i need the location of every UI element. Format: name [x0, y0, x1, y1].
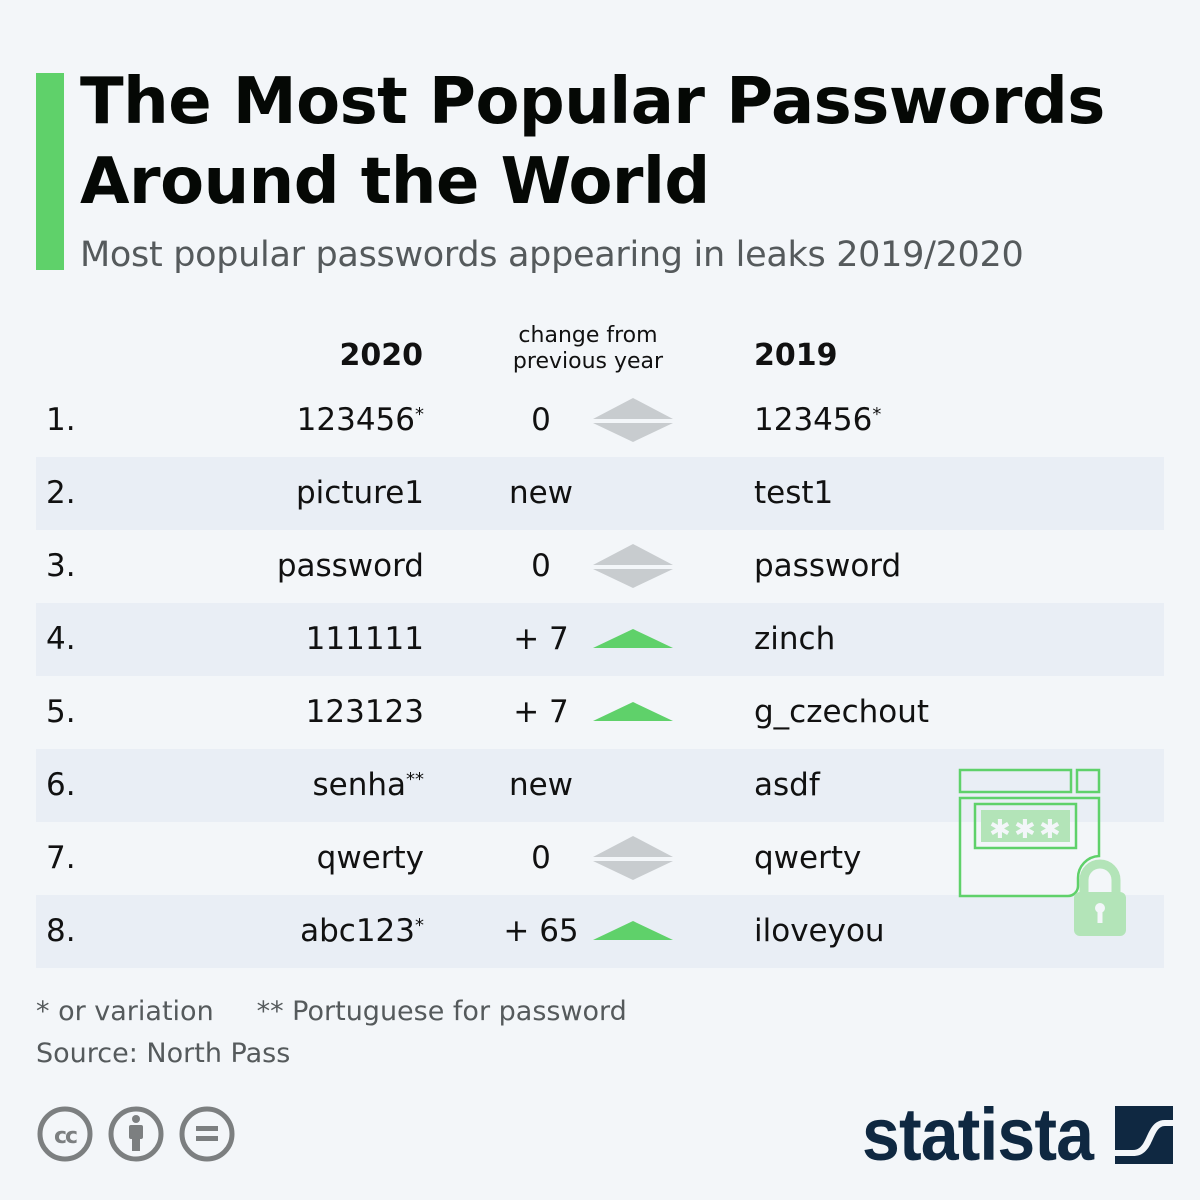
table-row: 2. picture1 new test1	[36, 457, 1164, 530]
password-2019-text: test1	[754, 475, 834, 511]
password-lock-icon: ✱ ✱ ✱	[958, 768, 1126, 936]
table-row: 4. 111111 + 7 zinch	[36, 603, 1164, 676]
password-2020: senha**	[312, 749, 424, 822]
password-2019-text: asdf	[754, 767, 820, 803]
svg-text:✱: ✱	[1039, 815, 1061, 845]
rank-change: 0	[531, 548, 551, 584]
accent-bar	[36, 73, 64, 270]
password-2020-text: senha	[312, 767, 406, 803]
password-2019-text: zinch	[754, 621, 836, 657]
password-2020: password	[277, 530, 424, 603]
attribution-icon[interactable]	[107, 1105, 165, 1163]
password-2020-text: password	[276, 548, 424, 584]
password-2019-text: 123456	[754, 402, 873, 438]
rank-change: new	[508, 475, 574, 511]
password-2020-text: 123456	[296, 402, 415, 438]
footnote-mark: **	[406, 769, 424, 790]
footnote: * or variation ** Portuguese for passwor…	[36, 996, 627, 1027]
password-2019: password	[754, 530, 901, 603]
password-2019: iloveyou	[754, 895, 885, 968]
logo-text: statista	[862, 1093, 1094, 1176]
password-2019-text: password	[754, 548, 902, 584]
trend-up-icon	[593, 921, 673, 940]
trend-unchanged-icon	[593, 836, 673, 880]
footnote-mark: *	[872, 404, 882, 425]
rank-change: + 7	[513, 694, 569, 730]
password-table: 1. 123456* 0 123456* 2. picture1 new test1 3. pas…	[36, 384, 1164, 968]
password-2020: picture1	[296, 457, 424, 530]
password-2020-text: qwerty	[316, 840, 424, 876]
column-header-2019: 2019	[754, 338, 838, 373]
source-link[interactable]: Source: North Pass	[36, 1038, 291, 1069]
password-2020-text: 111111	[305, 621, 424, 657]
password-2020-text: 123123	[305, 694, 424, 730]
trend-unchanged-icon	[593, 398, 673, 442]
trend-up-icon	[593, 702, 673, 721]
statista-logo[interactable]: statista	[862, 1093, 1174, 1176]
password-2019-text: g_czechout	[754, 694, 930, 730]
rank-change: + 7	[513, 621, 569, 657]
svg-text:✱: ✱	[989, 815, 1011, 845]
password-2020-text: abc123	[300, 913, 415, 949]
password-2020: 123456*	[297, 384, 424, 457]
column-header-change: change from previous year	[512, 323, 664, 374]
rank: 7.	[46, 840, 76, 876]
password-2019: qwerty	[754, 822, 861, 895]
rank: 8.	[46, 913, 76, 949]
rank-change: 0	[531, 840, 551, 876]
password-2020: qwerty	[317, 822, 424, 895]
license-icons[interactable]: cc	[36, 1105, 236, 1163]
password-2019-text: qwerty	[754, 840, 862, 876]
cc-icon[interactable]: cc	[36, 1105, 94, 1163]
table-row: 3. password 0 password	[36, 530, 1164, 603]
page-subtitle: Most popular passwords appearing in leak…	[80, 235, 1024, 275]
svg-text:✱: ✱	[1014, 815, 1036, 845]
no-derivatives-icon[interactable]	[178, 1105, 236, 1163]
password-2020: 111111	[306, 603, 424, 676]
password-2019-text: iloveyou	[754, 913, 885, 949]
password-2020: 123123	[306, 676, 424, 749]
rank: 4.	[46, 621, 76, 657]
table-row: 8. abc123* + 65 iloveyou	[36, 895, 1164, 968]
password-2020-text: picture1	[296, 475, 424, 511]
footnote-mark: *	[415, 404, 424, 425]
rank-change: 0	[531, 402, 551, 438]
password-2019: asdf	[754, 749, 820, 822]
password-2019: test1	[754, 457, 833, 530]
rank-change: + 65	[503, 913, 579, 949]
rank: 2.	[46, 475, 76, 511]
rank: 3.	[46, 548, 76, 584]
password-2019: 123456*	[754, 384, 881, 457]
table-row: 1. 123456* 0 123456*	[36, 384, 1164, 457]
rank: 1.	[46, 402, 76, 438]
password-2020: abc123*	[300, 895, 424, 968]
trend-unchanged-icon	[593, 544, 673, 588]
svg-text:cc: cc	[54, 1124, 77, 1149]
password-2019: zinch	[754, 603, 835, 676]
statista-mark-icon	[1115, 1106, 1174, 1164]
password-2019: g_czechout	[754, 676, 929, 749]
page-title: The Most Popular Passwords Around the Wo…	[80, 65, 1105, 219]
rank-change: new	[508, 767, 574, 803]
column-header-2020: 2020	[339, 338, 424, 373]
table-row: 5. 123123 + 7 g_czechout	[36, 676, 1164, 749]
rank: 6.	[46, 767, 76, 803]
rank: 5.	[46, 694, 76, 730]
trend-up-icon	[593, 629, 673, 648]
footnote-mark: *	[415, 915, 424, 936]
table-row: 7. qwerty 0 qwerty	[36, 822, 1164, 895]
